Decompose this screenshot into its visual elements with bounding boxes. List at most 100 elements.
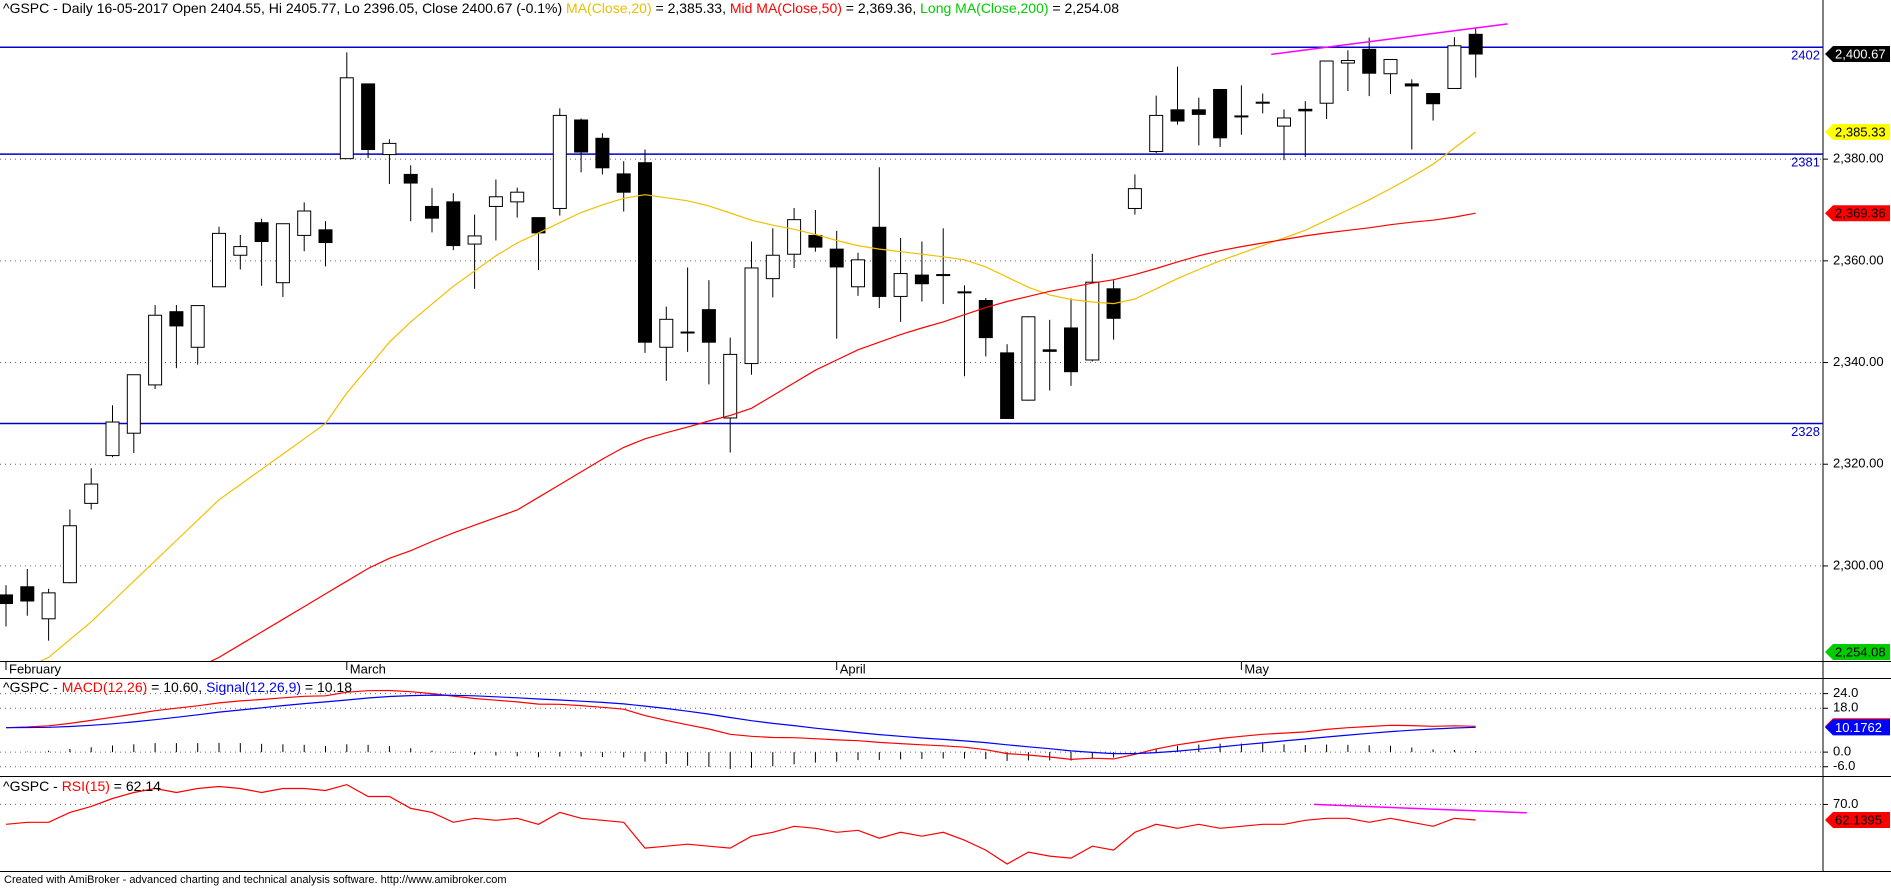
candle-body: [1426, 93, 1441, 105]
y-tick-label: 2,300.00: [1833, 557, 1884, 572]
title-segment: = 2,369.36,: [842, 0, 920, 16]
candle-body: [41, 592, 56, 620]
candle-body: [808, 234, 823, 248]
y-tick-label: 0.0: [1833, 744, 1851, 759]
candle-body: [62, 525, 77, 584]
candle-body: [425, 205, 439, 219]
candle-body: [254, 222, 269, 243]
candle-body: [914, 274, 929, 285]
trendline: [1271, 23, 1508, 56]
candle-body: [1340, 60, 1355, 64]
level-label: 2402: [1791, 48, 1820, 63]
candle-body: [403, 173, 418, 184]
y-tick-label: 2,380.00: [1833, 151, 1884, 166]
candle-body: [1213, 88, 1228, 139]
candle-body: [1064, 327, 1078, 373]
title-segment: MA(Close,20): [566, 0, 652, 16]
candle-body: [1042, 349, 1057, 352]
candle-body: [1383, 58, 1398, 75]
x-tick-label: February: [9, 661, 62, 676]
panel-title: ^GSPC - MACD(12,26) = 10.60, Signal(12,2…: [3, 679, 352, 695]
value-tag-label: 62.1395: [1835, 812, 1882, 827]
panel-title: ^GSPC - Daily 16-05-2017 Open 2404.55, H…: [3, 0, 1119, 16]
candle-body: [1319, 60, 1334, 104]
candle-body: [467, 235, 482, 245]
candle-body: [190, 305, 205, 348]
title-segment: ^GSPC -: [3, 778, 62, 794]
candle-body: [1447, 45, 1462, 89]
candle-body: [382, 142, 397, 156]
moving-average-line: [39, 131, 1477, 661]
candle-body: [659, 318, 674, 348]
candle-body: [957, 291, 972, 294]
candle-body: [893, 273, 908, 297]
value-tag-label: 2,369.36: [1835, 206, 1886, 221]
candle-body: [126, 374, 141, 434]
candle-body: [638, 162, 652, 343]
x-tick-label: April: [840, 661, 866, 676]
candle-body: [1234, 115, 1249, 118]
candle-body: [851, 259, 865, 288]
candle-body: [829, 248, 844, 268]
indicator-line: [5, 689, 1476, 761]
y-tick-label: 24.0: [1833, 685, 1858, 700]
candle-body: [1362, 48, 1377, 74]
value-tag-label: 2,254.08: [1835, 644, 1886, 659]
candle-body: [105, 421, 120, 457]
level-label: 2381: [1791, 155, 1820, 170]
value-tag-shape: [1825, 719, 1890, 736]
plot-area: [0, 689, 1823, 769]
candle-body: [723, 353, 738, 419]
candle-body: [574, 119, 589, 153]
title-segment: ^GSPC -: [3, 679, 62, 695]
candle-body: [297, 210, 312, 236]
title-segment: = 2,385.33,: [652, 0, 730, 16]
candle-body: [233, 246, 248, 256]
candle-body: [318, 229, 333, 244]
candle-body: [488, 196, 503, 207]
value-tag-shape: [1825, 46, 1890, 63]
candle-body: [616, 173, 631, 193]
trendline: [1313, 803, 1527, 814]
x-tick-label: March: [350, 661, 386, 676]
candle-body: [1085, 281, 1100, 361]
value-tag-shape: [1825, 124, 1890, 141]
candle-body: [680, 331, 695, 334]
value-tag-label: 2,400.67: [1835, 46, 1886, 61]
title-segment: = 10.18: [301, 679, 352, 695]
candle-body: [20, 586, 35, 602]
value-tag: 2,254.08: [1825, 644, 1890, 660]
candle-body: [84, 483, 99, 504]
value-tag-label: 10.1762: [1835, 720, 1882, 735]
candle-body: [1149, 114, 1164, 153]
title-segment: = 10.60,: [147, 679, 206, 695]
value-tag: 2,369.36: [1825, 205, 1890, 222]
y-tick-label: 2,320.00: [1833, 456, 1884, 471]
candle-body: [1000, 352, 1015, 419]
candle-body: [212, 232, 226, 288]
value-tag-shape: [1825, 644, 1890, 660]
indicator-line: [5, 694, 1476, 755]
candle-body: [936, 274, 951, 277]
candle-body: [1191, 109, 1206, 115]
title-segment: MACD(12,26): [62, 679, 148, 695]
candle-body: [552, 114, 567, 209]
panel-title: ^GSPC - RSI(15) = 62.14: [3, 778, 161, 794]
candle-body: [765, 254, 780, 280]
level-label: 2328: [1791, 424, 1820, 439]
candle-body: [595, 137, 610, 169]
title-segment: = 62.14: [110, 778, 161, 794]
candle-body: [1298, 108, 1313, 112]
value-tag: 62.1395: [1825, 812, 1890, 829]
plot-area: [0, 783, 1823, 865]
plot-area: [0, 28, 1823, 661]
candle-body: [787, 219, 802, 255]
title-segment: Long MA(Close,200): [920, 0, 1048, 16]
candle-body: [1021, 316, 1036, 401]
candle-body: [148, 314, 163, 386]
y-tick-label: -6.0: [1833, 758, 1855, 773]
candle-body: [978, 300, 993, 339]
